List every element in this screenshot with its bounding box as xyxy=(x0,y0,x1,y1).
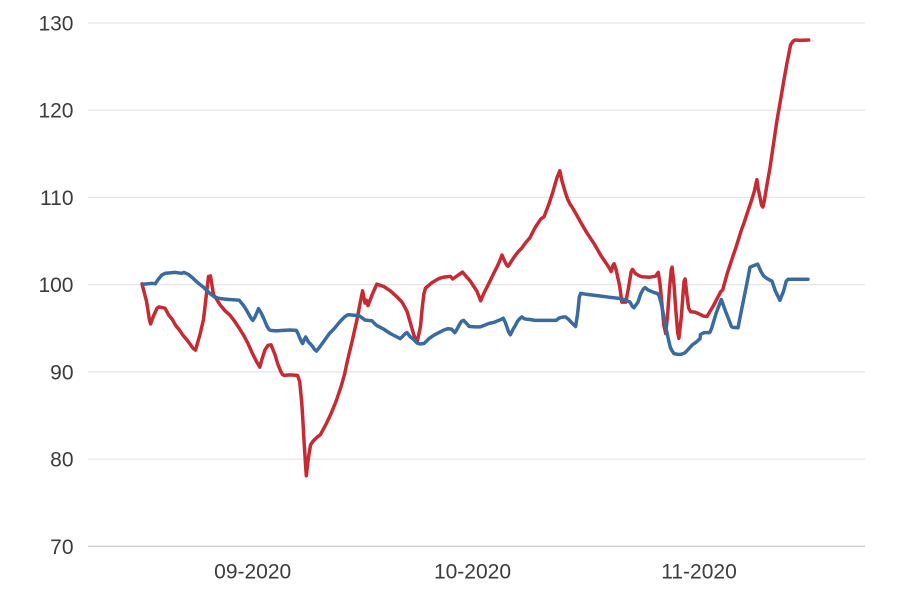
svg-text:120: 120 xyxy=(38,100,73,123)
svg-text:130: 130 xyxy=(38,13,73,36)
svg-text:09-2020: 09-2020 xyxy=(214,561,291,584)
svg-text:10-2020: 10-2020 xyxy=(434,561,511,584)
svg-text:90: 90 xyxy=(50,361,73,384)
svg-text:11-2020: 11-2020 xyxy=(661,561,737,584)
svg-text:110: 110 xyxy=(40,187,73,210)
svg-text:70: 70 xyxy=(50,536,73,559)
svg-text:80: 80 xyxy=(50,449,73,472)
svg-text:100: 100 xyxy=(38,274,73,297)
